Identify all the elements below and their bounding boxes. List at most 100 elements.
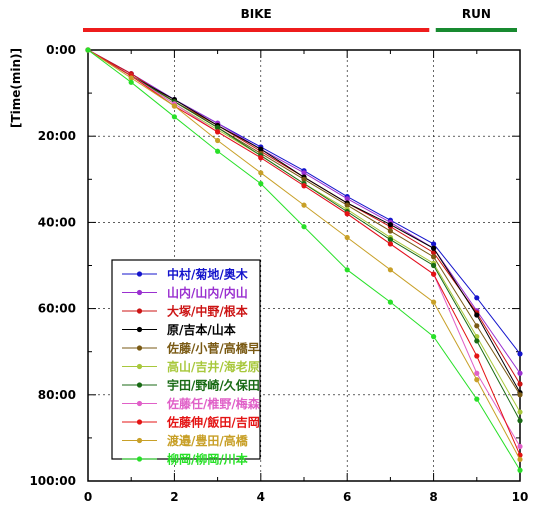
axis-ticks: 0:00 20:00 40:00 60:00 80:00 100:00 0 2 4 6 8 10 xyxy=(29,43,528,504)
legend-label: 原/吉本/山本 xyxy=(167,322,236,337)
series xyxy=(85,47,523,458)
legend-swatch-marker xyxy=(136,400,143,407)
legend-label: 宇田/野崎/久保田 xyxy=(167,378,260,393)
y-tick-label: 60:00 xyxy=(38,302,76,316)
data-point xyxy=(215,129,221,135)
legend-swatch-marker xyxy=(136,326,143,333)
data-point xyxy=(171,103,177,109)
x-tick-label: 0 xyxy=(84,490,92,504)
data-point xyxy=(128,75,134,81)
legend-label: 山内/山内/内山 xyxy=(167,285,248,300)
data-point xyxy=(387,221,393,228)
data-point xyxy=(474,370,480,376)
data-point xyxy=(301,202,307,208)
phase-label: RUN xyxy=(462,7,491,21)
data-point xyxy=(387,299,393,305)
data-point xyxy=(474,338,480,344)
y-tick-label: 100:00 xyxy=(29,474,76,488)
data-point xyxy=(387,241,393,247)
x-tick-label: 10 xyxy=(512,490,529,504)
legend-item: 宇田/野崎/久保田 xyxy=(122,378,260,393)
legend-item: 渡邉/豊田/高橋 xyxy=(122,433,249,448)
x-tick-label: 8 xyxy=(429,490,437,504)
legend-label: 佐藤任/椎野/梅森 xyxy=(166,396,261,411)
data-point xyxy=(517,392,523,398)
legend-swatch-marker xyxy=(136,345,143,351)
data-point xyxy=(301,170,307,176)
phase-label: BIKE xyxy=(241,7,272,21)
x-tick-label: 6 xyxy=(343,490,351,504)
legend-swatch-marker xyxy=(136,363,143,370)
data-point xyxy=(344,267,350,273)
legend-item: 原/吉本/山本 xyxy=(122,322,236,337)
legend-swatch-marker xyxy=(136,308,143,314)
data-point xyxy=(517,443,523,450)
phase-bar xyxy=(435,28,517,32)
x-tick-label: 4 xyxy=(257,490,265,504)
phase-bars: BIKE RUN xyxy=(83,7,517,32)
data-point xyxy=(474,312,480,318)
data-point xyxy=(171,114,177,120)
data-point xyxy=(387,267,393,273)
legend-box xyxy=(111,259,261,460)
series-lines xyxy=(85,47,523,473)
legend: 中村/菊地/奥木山内/山内/内山大塚/中野/根本原/吉本/山本佐藤/小菅/高橋早… xyxy=(111,259,261,467)
legend-item: 佐藤/小菅/高橋早 xyxy=(122,341,260,356)
data-point xyxy=(258,181,264,187)
data-point xyxy=(474,353,480,359)
data-point xyxy=(301,183,307,189)
data-point xyxy=(215,124,221,131)
data-point xyxy=(517,351,523,357)
data-point xyxy=(517,409,523,415)
data-point xyxy=(474,396,480,402)
data-point xyxy=(301,224,307,230)
data-point xyxy=(344,202,350,208)
y-tick-label: 20:00 xyxy=(38,129,76,143)
legend-item: 山内/山内/内山 xyxy=(122,285,248,300)
data-point xyxy=(431,241,437,247)
data-point xyxy=(517,456,523,463)
legend-item: 佐藤任/椎野/梅森 xyxy=(122,396,261,411)
legend-label: 佐藤/小菅/高橋早 xyxy=(166,341,260,356)
data-point xyxy=(215,137,221,144)
data-point xyxy=(258,146,264,152)
data-point xyxy=(517,418,523,424)
y-tick-label: 80:00 xyxy=(38,388,76,402)
data-point xyxy=(474,295,480,301)
legend-label: 高山/吉井/海老原 xyxy=(167,359,260,374)
legend-label: 佐藤伸/飯田/吉岡 xyxy=(166,415,260,430)
data-point xyxy=(387,228,393,234)
data-point xyxy=(85,47,91,53)
data-point xyxy=(474,377,480,383)
legend-label: 大塚/中野/根本 xyxy=(167,304,248,319)
y-axis-title: [Time(min)] xyxy=(9,48,23,128)
data-point xyxy=(215,148,221,154)
series xyxy=(85,47,523,473)
data-point xyxy=(517,381,523,387)
data-point xyxy=(128,79,134,85)
data-point xyxy=(517,370,523,376)
data-point xyxy=(344,211,350,217)
data-point xyxy=(431,262,437,269)
phase-bar xyxy=(83,28,430,32)
legend-item: 佐藤伸/飯田/吉岡 xyxy=(122,415,260,430)
data-point xyxy=(474,323,480,329)
legend-label: 柳岡/柳岡/川本 xyxy=(167,452,248,467)
legend-swatch-marker xyxy=(136,271,143,277)
data-point xyxy=(431,299,437,305)
legend-swatch-marker xyxy=(136,289,143,296)
data-point xyxy=(517,467,523,473)
legend-item: 大塚/中野/根本 xyxy=(122,304,248,319)
data-point xyxy=(258,170,264,176)
data-point xyxy=(344,196,350,202)
data-point xyxy=(431,334,437,340)
data-point xyxy=(258,155,264,161)
y-tick-label: 0:00 xyxy=(46,43,76,57)
data-point xyxy=(344,234,350,241)
legend-swatch-marker xyxy=(136,382,143,388)
data-point xyxy=(387,237,393,243)
data-point xyxy=(301,176,307,182)
data-point xyxy=(431,249,437,256)
y-tick-label: 40:00 xyxy=(38,215,76,229)
